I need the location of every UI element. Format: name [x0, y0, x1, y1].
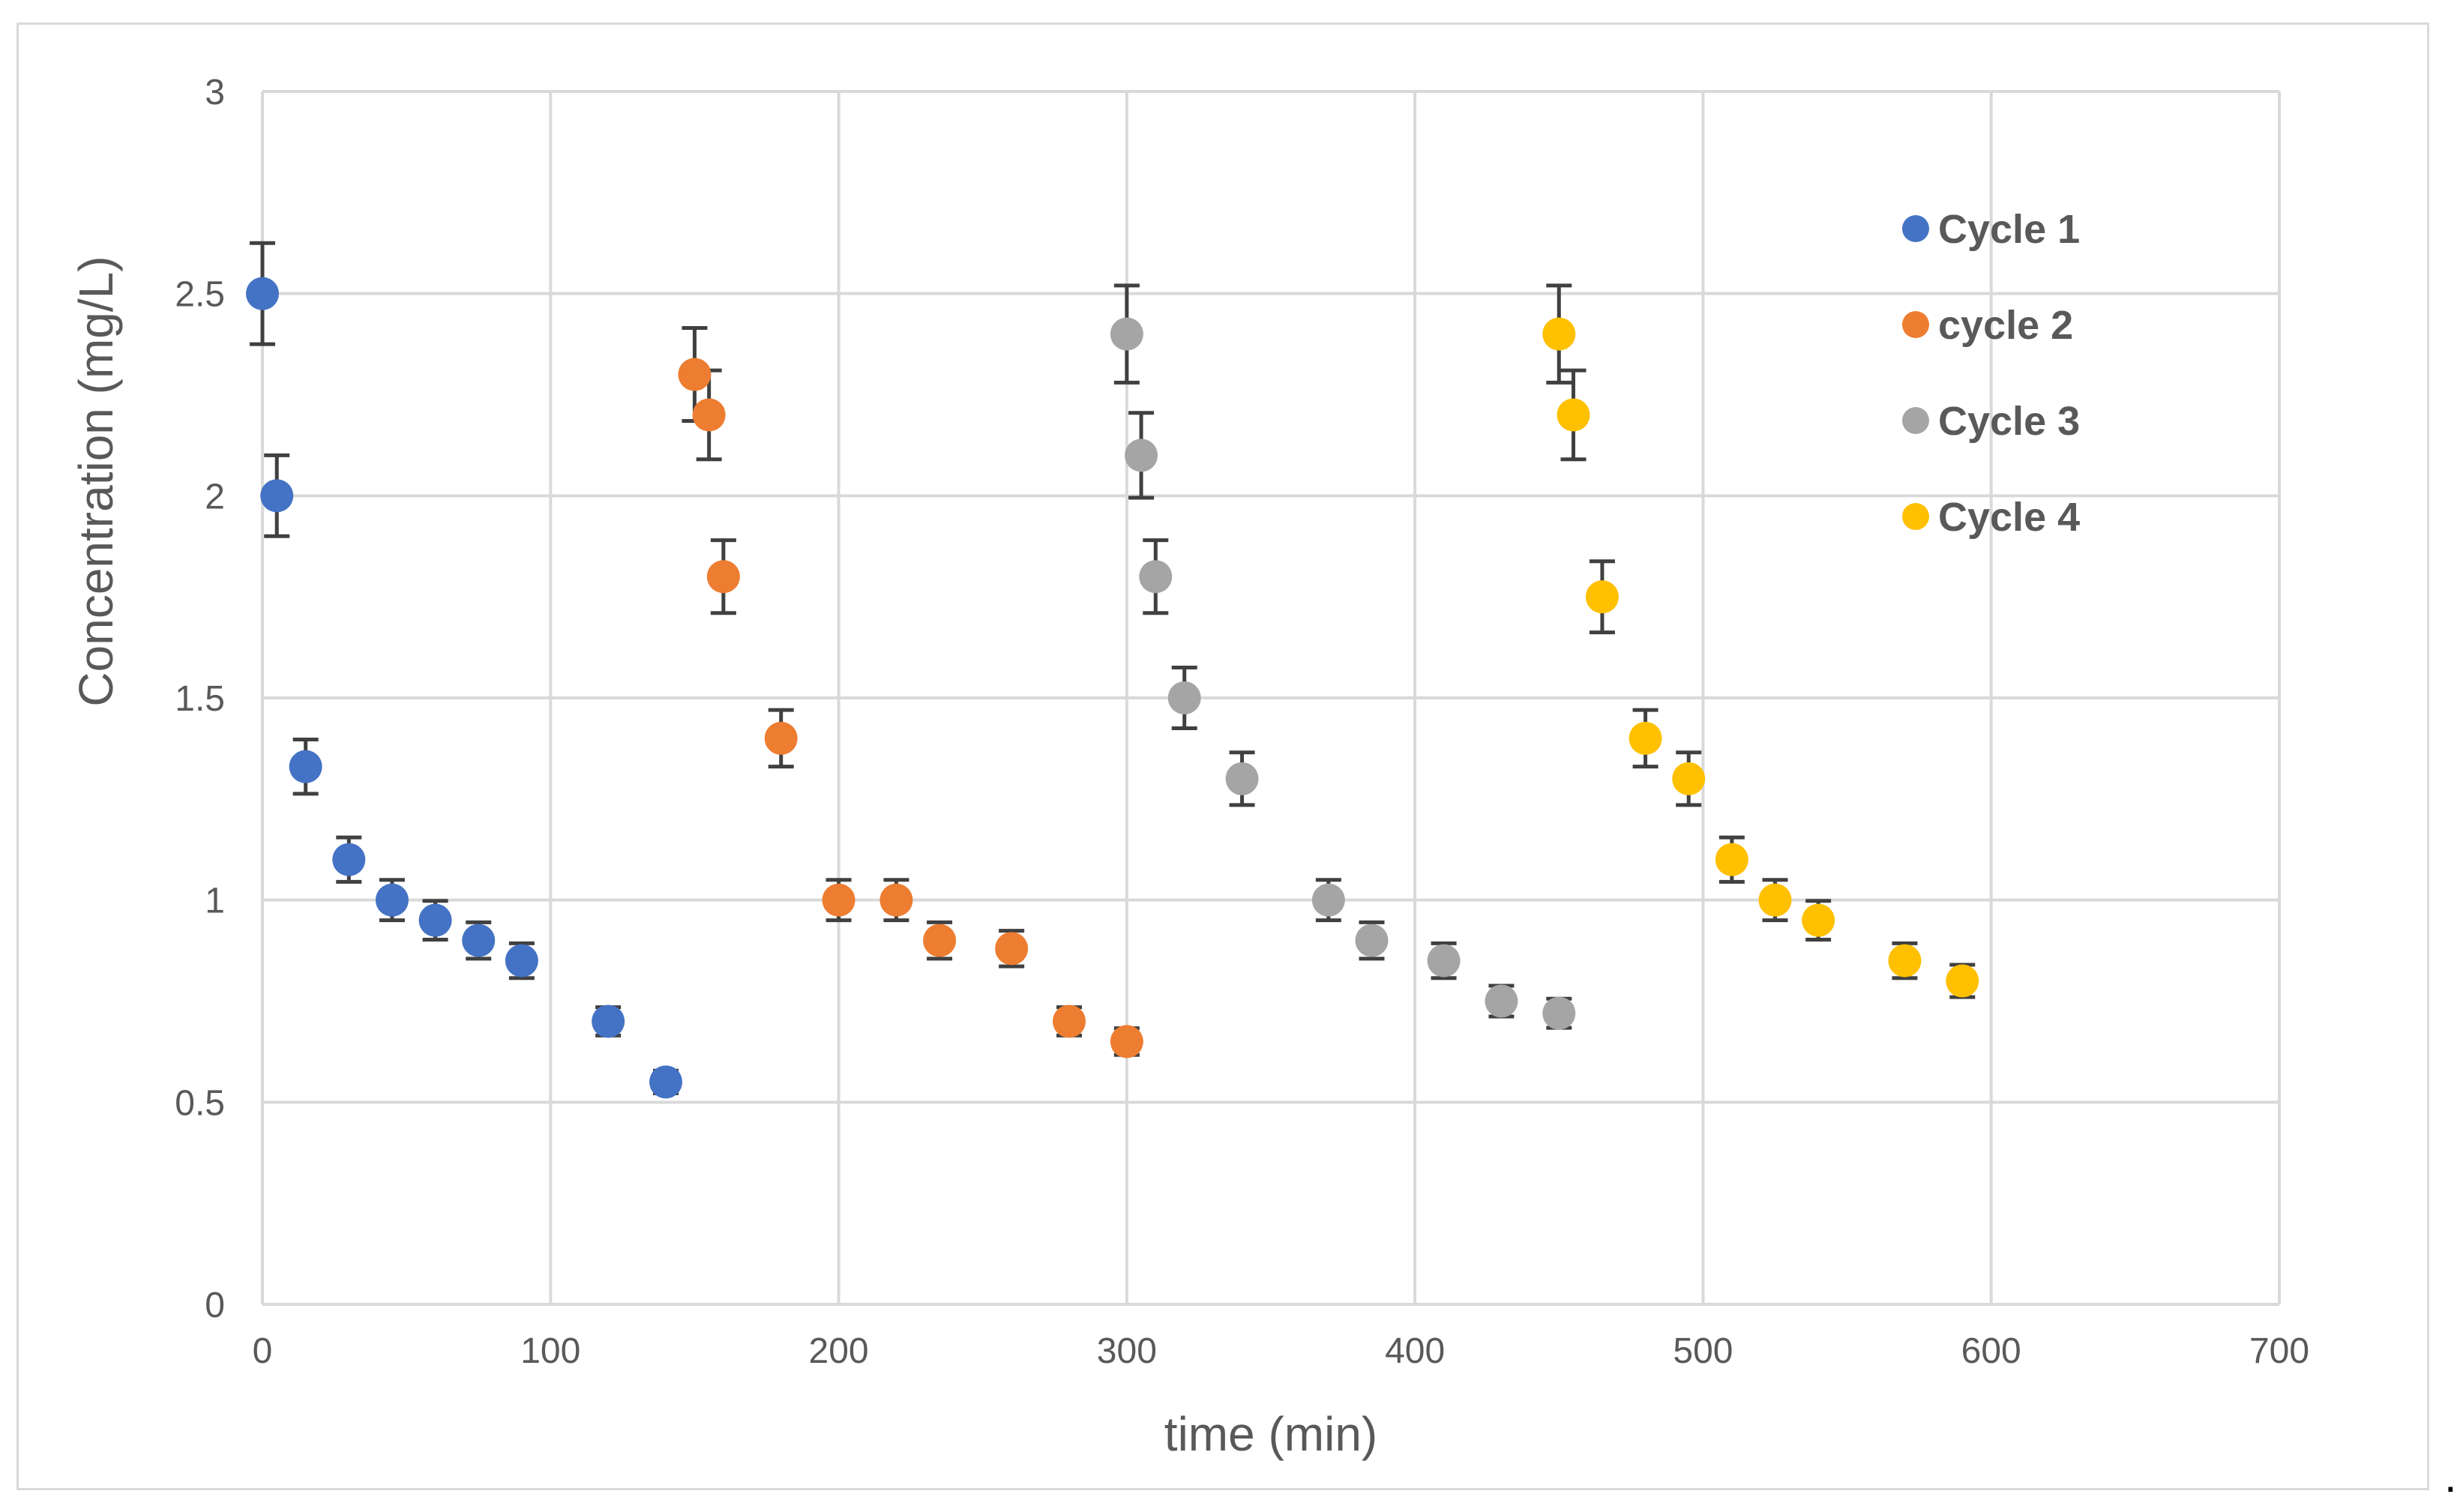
y-tick-label: 1.5 — [175, 679, 225, 719]
data-point — [418, 903, 452, 937]
legend-label: Cycle 3 — [1938, 399, 2080, 444]
data-point — [1225, 762, 1259, 795]
data-point — [1053, 1005, 1086, 1038]
data-point — [678, 358, 712, 391]
legend-label: Cycle 1 — [1938, 207, 2080, 252]
data-point — [332, 843, 366, 876]
data-point — [375, 883, 409, 917]
data-point — [1139, 560, 1173, 594]
legend-item: Cycle 4 — [1902, 495, 2080, 540]
data-point — [260, 479, 294, 513]
data-point — [1311, 883, 1345, 917]
data-point — [764, 721, 798, 755]
data-point — [1888, 944, 1922, 978]
x-tick-label: 300 — [1097, 1331, 1157, 1371]
data-point — [1125, 439, 1158, 472]
y-tick-label: 1 — [205, 882, 225, 921]
data-point — [1585, 580, 1619, 614]
y-tick-label: 0.5 — [175, 1083, 225, 1123]
data-point — [1672, 762, 1706, 795]
trailing-mark: . — [2444, 1451, 2457, 1502]
data-point — [649, 1065, 682, 1099]
data-point — [246, 277, 279, 310]
legend-item: cycle 2 — [1902, 303, 2073, 348]
data-point — [1110, 317, 1143, 351]
data-point — [706, 560, 740, 594]
y-tick-label: 2.5 — [175, 275, 225, 315]
data-point — [1485, 984, 1518, 1018]
data-point — [1427, 944, 1461, 978]
data-point — [1167, 681, 1201, 714]
data-point — [462, 924, 496, 957]
legend: Cycle 1 cycle 2 Cycle 3 Cycle 4 — [1902, 207, 2080, 540]
legend-item: Cycle 1 — [1902, 207, 2080, 252]
data-point — [822, 883, 855, 917]
data-point — [1557, 398, 1590, 432]
legend-label: cycle 2 — [1938, 303, 2073, 348]
data-point — [1110, 1025, 1143, 1058]
data-point — [1946, 964, 1979, 998]
legend-marker — [1902, 407, 1929, 434]
data-point — [592, 1005, 625, 1038]
x-tick-label: 100 — [520, 1331, 580, 1371]
data-point — [1542, 996, 1576, 1030]
data-point — [1542, 317, 1576, 351]
data-points — [246, 277, 1979, 1099]
data-point — [1758, 883, 1792, 917]
x-tick-label: 200 — [809, 1331, 869, 1371]
x-tick-label: 400 — [1385, 1331, 1445, 1371]
legend-marker — [1902, 503, 1929, 530]
legend-marker — [1902, 215, 1929, 242]
data-point — [923, 924, 957, 957]
y-tick-label: 3 — [205, 73, 225, 112]
legend-item: Cycle 3 — [1902, 399, 2080, 444]
data-point — [692, 398, 726, 432]
data-point — [1629, 721, 1662, 755]
data-point — [289, 750, 322, 783]
data-point — [879, 883, 913, 917]
x-tick-label: 700 — [2249, 1331, 2309, 1371]
legend-marker — [1902, 311, 1929, 338]
x-tick-label: 500 — [1673, 1331, 1733, 1371]
y-axis-title: Concentration (mg/L) — [69, 256, 123, 706]
x-axis-title: time (min) — [1164, 1407, 1377, 1461]
chart-frame — [16, 22, 2429, 1490]
x-tick-label: 600 — [1961, 1331, 2021, 1371]
data-point — [995, 932, 1029, 966]
gridlines — [261, 90, 2281, 1306]
tick-labels: 0 0.5 1 1.5 2 2.5 3 0 100 200 300 400 500 600 700 — [175, 73, 2309, 1371]
y-tick-label: 2 — [205, 477, 225, 516]
x-tick-label: 0 — [253, 1331, 273, 1371]
data-point — [1355, 924, 1389, 957]
data-point — [1715, 843, 1748, 876]
legend-label: Cycle 4 — [1938, 495, 2080, 540]
data-point — [505, 944, 538, 978]
data-point — [1802, 903, 1835, 937]
y-tick-label: 0 — [205, 1286, 225, 1325]
